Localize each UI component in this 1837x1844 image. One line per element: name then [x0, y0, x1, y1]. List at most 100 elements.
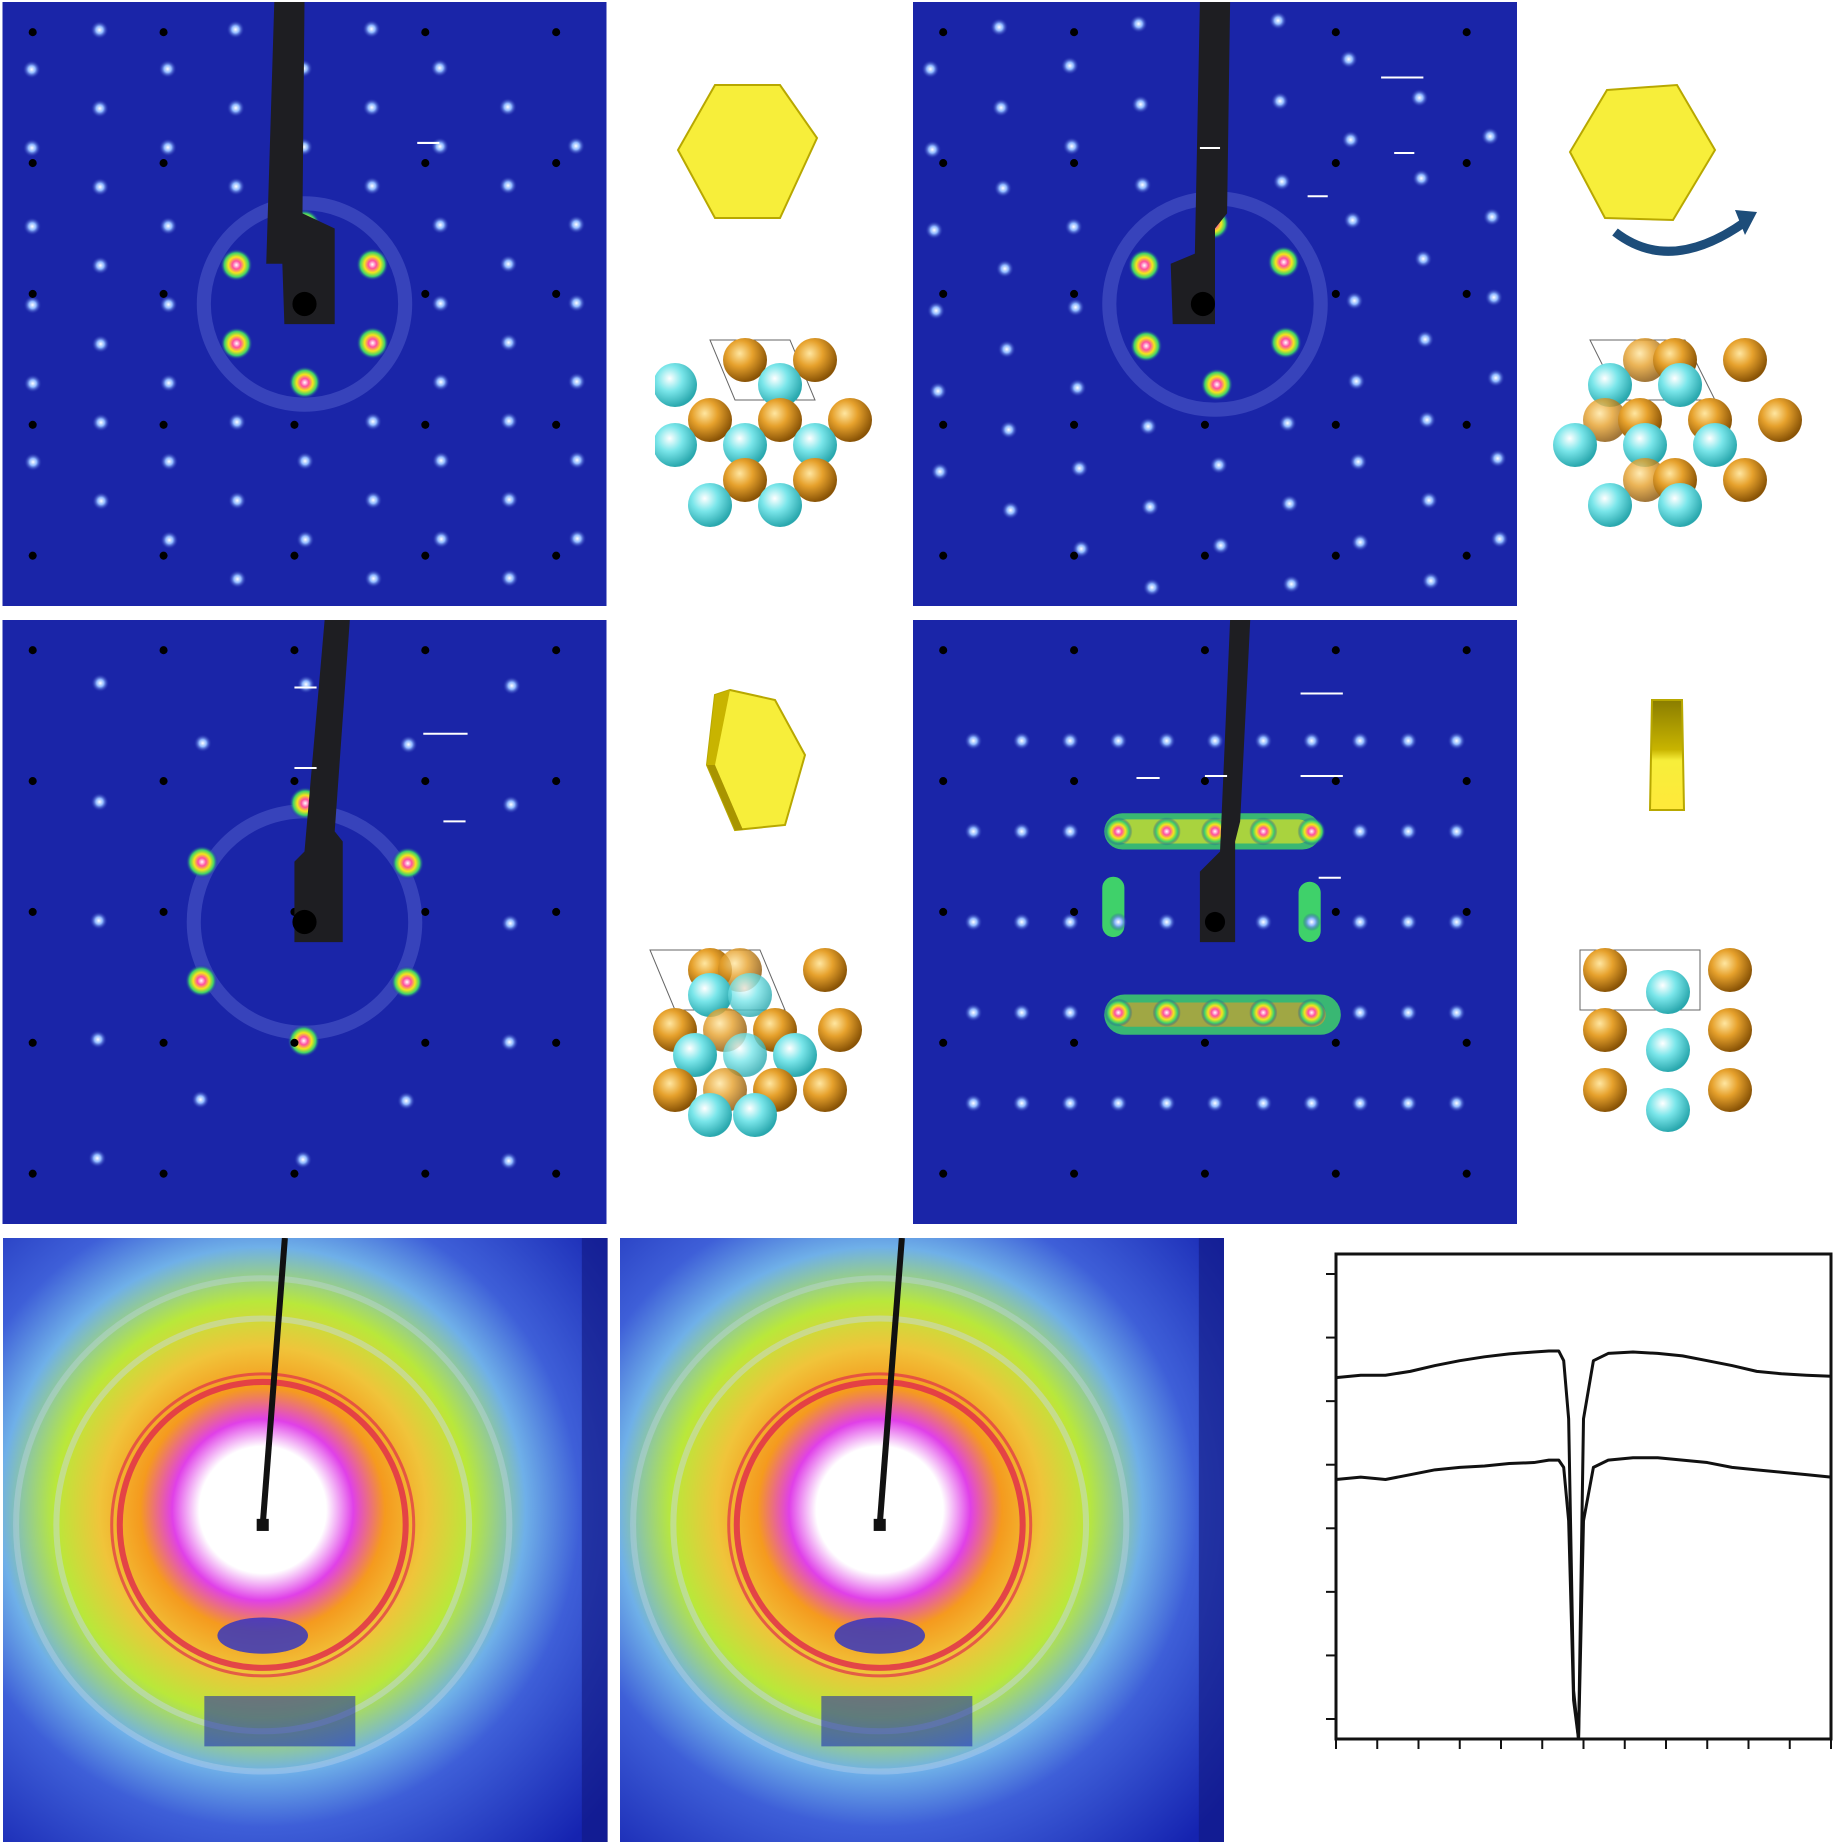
calibration-dot	[939, 28, 948, 37]
diffraction-spot	[567, 215, 586, 234]
diffraction-spot	[1416, 330, 1435, 349]
calibration-dot	[1200, 1169, 1209, 1178]
rotation-arrow-icon	[1612, 218, 1748, 256]
diffraction-spot	[1399, 912, 1418, 932]
diffraction-spot	[226, 98, 245, 118]
diffraction-spot	[1249, 817, 1278, 846]
diffraction-spot	[356, 248, 389, 281]
calibration-dot	[552, 289, 561, 298]
diffraction-spot	[1060, 912, 1080, 932]
calibration-dot	[1331, 551, 1340, 560]
calibration-dot	[1070, 1038, 1079, 1047]
diffraction-spot	[1200, 368, 1234, 401]
calibration-dot	[421, 777, 430, 786]
diffraction-spot	[501, 795, 521, 814]
diffraction-spot	[1152, 817, 1181, 846]
diffraction-spot	[88, 1149, 107, 1168]
diffraction-spot	[1012, 1094, 1031, 1113]
calibration-dot	[28, 289, 37, 298]
diffraction-spot	[363, 176, 382, 196]
strong-spots	[1104, 817, 1326, 1027]
diffraction-spot	[432, 451, 451, 470]
calibration-dot	[1331, 907, 1340, 916]
diffraction-spot	[1254, 912, 1273, 932]
diffraction-spot	[1412, 169, 1431, 188]
diffraction-spot	[1060, 731, 1080, 750]
calibration-dot	[421, 1038, 430, 1047]
diffraction-spot	[930, 462, 949, 481]
diffraction-spot	[1350, 731, 1370, 750]
diffraction-spot	[1272, 172, 1291, 191]
calibration-dot	[552, 1169, 561, 1178]
powder-ring-pattern-a	[2, 1238, 608, 1842]
diffraction-spot	[1350, 1094, 1370, 1113]
crystal-model-c	[645, 670, 885, 1170]
diffraction-spot	[964, 1003, 983, 1022]
calibration-dot	[1331, 289, 1340, 298]
diffraction-spot	[22, 60, 41, 79]
diffraction-spot	[567, 293, 586, 313]
overlapped-hexagonal-lattice	[1553, 338, 1802, 527]
diffraction-spot	[185, 964, 218, 997]
diffraction-spot	[1131, 95, 1150, 114]
rotated-plate-icon	[1568, 83, 1717, 222]
calibration-dot	[552, 159, 561, 168]
diffraction-spot	[1399, 822, 1418, 841]
powder-ring-pattern-b	[620, 1238, 1224, 1842]
calibration-dot	[939, 1169, 948, 1178]
diffraction-spot	[397, 1091, 416, 1110]
calibration-dot	[1462, 1169, 1471, 1178]
calibration-dot	[159, 551, 168, 560]
diffraction-spot	[91, 334, 110, 354]
diffraction-pattern-a	[2, 2, 607, 606]
diffraction-spot	[91, 413, 110, 432]
diffraction-spot	[1399, 1094, 1418, 1113]
weak-spots	[22, 19, 587, 589]
calibration-dot	[28, 1169, 37, 1178]
calibration-dot	[552, 907, 561, 916]
diffraction-spot	[1157, 1094, 1176, 1113]
diffraction-spot	[568, 451, 587, 470]
diffraction-spot	[1104, 998, 1133, 1027]
diffraction-spot	[399, 735, 418, 754]
diffraction-spot	[1419, 491, 1438, 510]
diffraction-spot	[1447, 1003, 1466, 1022]
diffraction-spot	[1282, 575, 1301, 594]
diffraction-spot	[1060, 822, 1080, 841]
calibration-dot	[1200, 551, 1209, 560]
diffraction-spot	[220, 248, 253, 282]
calibration-dot	[159, 1169, 168, 1178]
diffraction-spot	[90, 20, 109, 39]
calibration-dot	[939, 646, 948, 655]
diffraction-spot	[1447, 1094, 1466, 1113]
marker-lines	[1199, 76, 1424, 198]
diffraction-spot	[1349, 452, 1368, 471]
diffraction-spot	[431, 372, 450, 392]
diffraction-spot	[1139, 417, 1158, 436]
diffraction-spot	[1421, 571, 1440, 590]
crystal-model-b	[1545, 60, 1815, 560]
hexagonal-plate-icon	[676, 84, 819, 219]
profile-line-2	[1335, 1456, 1832, 1741]
diffraction-spot	[1399, 1003, 1418, 1022]
diffraction-pattern-b	[913, 2, 1517, 606]
beam-stop	[294, 620, 350, 943]
diffraction-spot	[999, 420, 1018, 439]
diffraction-spot	[1109, 1094, 1128, 1113]
diffraction-spot	[431, 294, 450, 313]
y-axis-ticks	[1326, 1273, 1336, 1720]
diffraction-spot	[1060, 1094, 1080, 1113]
calibration-dot	[1200, 646, 1209, 655]
calibration-dot	[1200, 420, 1209, 429]
diffraction-spot	[1211, 536, 1230, 555]
beam-stop	[1170, 2, 1231, 325]
calibration-dot	[290, 1038, 299, 1047]
diffraction-spot	[964, 1094, 983, 1113]
line-profile-plot	[1310, 1250, 1837, 1844]
diffraction-pattern-d	[913, 620, 1517, 1224]
strong-spots	[185, 787, 424, 1057]
diffraction-spot	[362, 98, 381, 117]
diffraction-pattern-c	[2, 620, 607, 1224]
calibration-dot	[1331, 1169, 1340, 1178]
diffraction-spot	[160, 530, 179, 550]
